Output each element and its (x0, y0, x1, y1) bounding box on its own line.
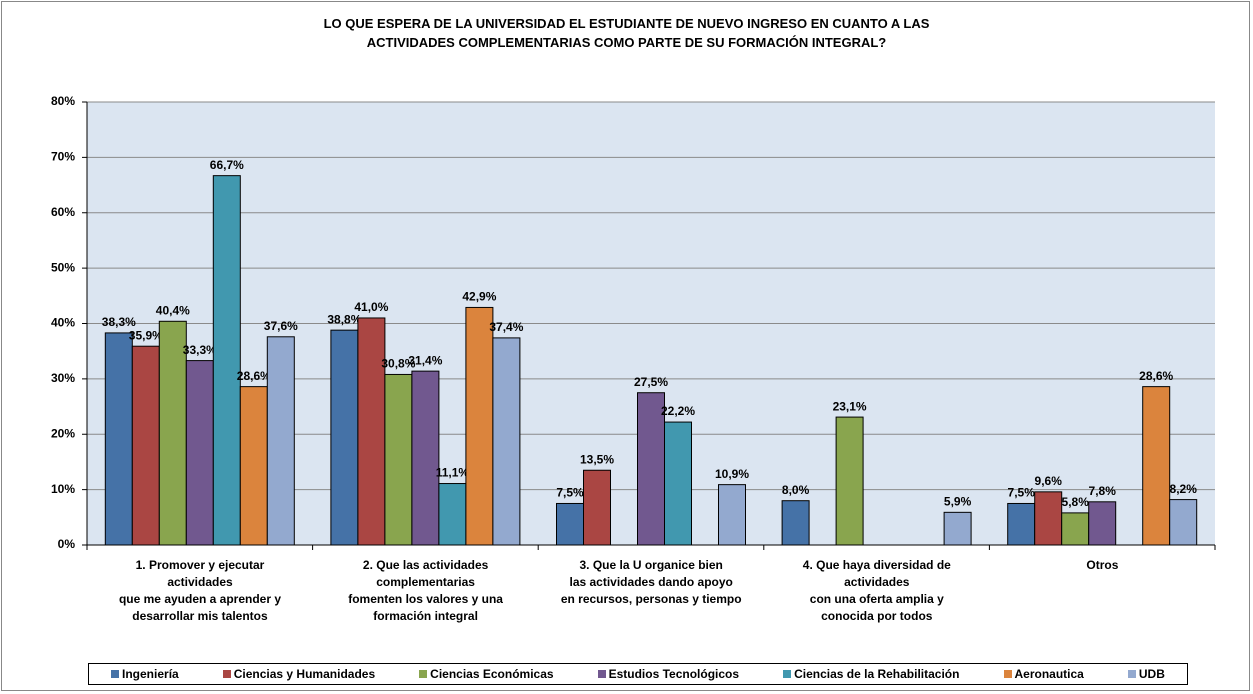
bar (637, 392, 665, 546)
legend-label: Estudios Tecnológicos (608, 667, 740, 681)
bar (781, 500, 810, 546)
data-label: 8,2% (1170, 482, 1198, 496)
x-tick-label: 4. Que haya diversidad de actividades co… (802, 558, 951, 623)
y-tick-label: 10% (51, 482, 75, 496)
legend-item: Ciencias y Humanidades (222, 667, 376, 681)
bar (239, 386, 268, 546)
data-label: 28,6% (237, 369, 271, 383)
legend-label: Ciencias de la Rehabilitación (794, 667, 960, 681)
legend-item: Ingeniería (111, 667, 179, 681)
chart-title: LO QUE ESPERA DE LA UNIVERSIDAD EL ESTUD… (323, 16, 930, 50)
data-label: 37,4% (489, 320, 523, 334)
bar (1142, 386, 1171, 546)
data-label: 31,4% (408, 353, 442, 367)
data-label: 7,5% (1008, 486, 1036, 500)
legend-label: UDB (1138, 667, 1165, 681)
bar (492, 337, 521, 546)
legend-label: Ingeniería (122, 667, 179, 681)
legend-swatch (111, 670, 120, 678)
y-tick-label: 80% (51, 94, 75, 108)
bar (411, 370, 440, 546)
bar (1088, 501, 1117, 546)
data-label: 37,6% (264, 319, 298, 333)
bar (583, 469, 611, 546)
data-label: 13,5% (580, 452, 614, 466)
legend-label: Ciencias y Humanidades (233, 667, 376, 681)
data-label: 7,8% (1089, 484, 1117, 498)
data-label: 10,9% (715, 467, 749, 481)
legend: Ingeniería Ciencias y Humanidades Ciencias… (88, 663, 1188, 685)
legend-swatch (597, 670, 606, 678)
data-label: 35,9% (129, 328, 163, 342)
data-label: 27,5% (634, 375, 668, 389)
bar (664, 421, 692, 546)
bar (1034, 491, 1063, 546)
bar (131, 345, 160, 546)
legend-item: Ciencias de la Rehabilitación (783, 667, 959, 681)
y-tick-label: 50% (51, 260, 75, 274)
bar (158, 320, 187, 546)
x-tick-label: Otros (1086, 558, 1119, 572)
y-tick-label: 30% (51, 371, 75, 385)
legend-label: Ciencias Económicas (430, 667, 554, 681)
bar (330, 329, 359, 546)
legend-swatch (1003, 670, 1012, 678)
data-label: 66,7% (210, 158, 244, 172)
bar (185, 360, 214, 546)
data-label: 30,8% (381, 357, 415, 371)
legend-item: Estudios Tecnológicos (597, 667, 740, 681)
y-tick-label: 20% (51, 426, 75, 440)
data-label: 22,2% (661, 404, 695, 418)
bar (104, 332, 133, 546)
data-label: 7,5% (556, 486, 584, 500)
data-label: 38,8% (327, 312, 361, 326)
legend-swatch (783, 670, 792, 678)
y-tick-label: 60% (51, 205, 75, 219)
data-label: 5,9% (944, 495, 972, 509)
legend-item: Ciencias Económicas (419, 667, 554, 681)
bar (1061, 512, 1090, 546)
data-label: 11,1% (436, 466, 470, 480)
data-label: 23,1% (833, 399, 867, 413)
x-tick-label: 2. Que las actividades complementarias f… (348, 558, 503, 623)
bar (465, 306, 494, 546)
legend-item: Aeronautica (1003, 667, 1084, 681)
bar (1169, 499, 1198, 546)
data-label: 9,6% (1035, 474, 1063, 488)
x-tick-label: 1. Promover y ejecutar actividades que m… (118, 558, 282, 623)
data-label: 41,0% (354, 300, 388, 314)
bar (357, 317, 386, 546)
y-tick-label: 0% (58, 537, 76, 551)
legend-swatch (419, 670, 428, 678)
bar (1007, 502, 1036, 546)
bar (266, 336, 295, 546)
bar (943, 511, 972, 546)
bar (438, 483, 467, 546)
bar (556, 502, 584, 546)
bar (718, 484, 746, 546)
data-label: 33,3% (183, 343, 217, 357)
x-tick-label: 3. Que la U organice bien las actividade… (560, 558, 742, 606)
data-label: 5,8% (1062, 495, 1090, 509)
data-label: 42,9% (462, 290, 496, 304)
y-tick-label: 40% (51, 316, 75, 330)
data-label: 28,6% (1139, 369, 1173, 383)
legend-label: Aeronautica (1014, 667, 1084, 681)
legend-item: UDB (1127, 667, 1165, 681)
bar (212, 175, 241, 546)
data-label: 38,3% (102, 315, 136, 329)
y-tick-label: 70% (51, 150, 75, 164)
data-label: 40,4% (156, 303, 190, 317)
data-label: 8,0% (782, 483, 810, 497)
bar (835, 416, 864, 546)
legend-swatch (1127, 670, 1136, 678)
bar (384, 373, 413, 546)
legend-swatch (222, 670, 231, 678)
